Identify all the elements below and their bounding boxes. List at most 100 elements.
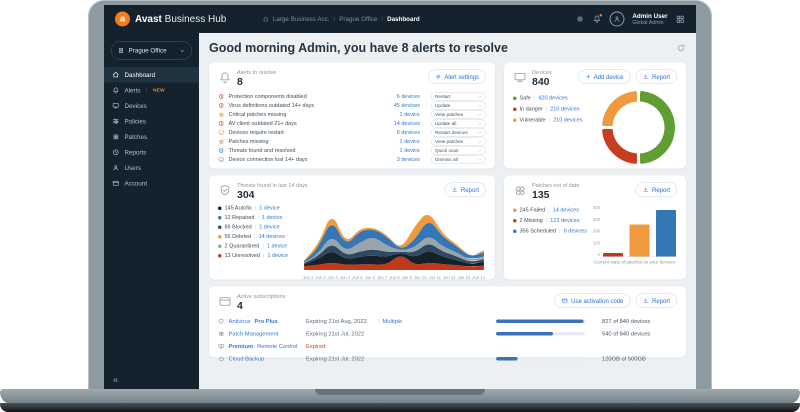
alert-label: Critical patches missing (228, 111, 287, 118)
apps-grid-icon[interactable] (676, 14, 686, 24)
alert-settings-button[interactable]: Alert settings (427, 69, 486, 84)
patches-report-button[interactable]: Report (635, 182, 677, 197)
progress-fill (496, 332, 554, 336)
alert-action-dropdown[interactable]: Update (431, 101, 486, 110)
alert-devices-link[interactable]: 1 device (399, 138, 420, 145)
settings-gear-icon[interactable] (575, 15, 584, 24)
sidebar-item-patches[interactable]: Patches (104, 129, 199, 145)
alert-action-dropdown[interactable]: Restart (431, 92, 486, 101)
legend-devices-link[interactable]: 210 devices (550, 106, 580, 112)
alert-devices-link[interactable]: 14 devices (393, 120, 420, 127)
use-activation-code-button[interactable]: Use activation code (554, 293, 631, 308)
alert-devices-link[interactable]: 1 device (399, 147, 420, 154)
legend-devices-link[interactable]: 1 device (267, 252, 288, 259)
legend-devices-link[interactable]: 1 device (266, 243, 288, 249)
subscriptions-report-button[interactable]: Report (635, 293, 677, 308)
shield-check-icon (218, 147, 225, 154)
breadcrumb-item[interactable]: Large Business Acc. (272, 15, 330, 23)
avast-logo-icon: a (115, 11, 130, 27)
credit-card-icon (218, 295, 232, 309)
legend-label: 245 Failed (519, 207, 546, 213)
subscriptions-count: 4 (237, 300, 243, 312)
patches-bar-chart: 400 300 200 100 0 Current state of patches o… (593, 205, 677, 265)
breadcrumb-item[interactable]: Dashboard (387, 15, 420, 23)
alert-label: Patches missing (228, 138, 269, 145)
user-info[interactable]: Admin User Global Admin (632, 12, 667, 25)
legend-devices-link[interactable]: 14 devices (258, 233, 285, 240)
alert-action-dropdown[interactable]: Dismiss all (431, 155, 486, 164)
legend-devices-link[interactable]: 1 device (259, 224, 280, 230)
alert-action-label: Restart (435, 93, 451, 100)
breadcrumb-separator: / (333, 15, 336, 23)
sidebar-item-users[interactable]: Users (104, 160, 199, 176)
progress-fill (496, 319, 584, 323)
alert-action-dropdown[interactable]: Quick scan (431, 146, 486, 155)
clover-icon (218, 111, 225, 118)
patch-clover-icon (513, 184, 527, 198)
threats-report-button[interactable]: Report (444, 182, 486, 197)
multiple-link[interactable]: Multiple (382, 318, 403, 325)
site-selector[interactable]: Prague Office (111, 41, 192, 60)
progress-fill (496, 357, 518, 361)
sidebar-item-account[interactable]: Account (104, 176, 199, 192)
badge-separator (146, 87, 147, 94)
legend-label: 145 Autofix (224, 205, 252, 211)
legend-separator (257, 215, 259, 220)
devices-report-button[interactable]: Report (635, 69, 677, 84)
alert-action-dropdown[interactable]: Update all (431, 119, 486, 128)
legend-dot-icon (218, 253, 222, 258)
x-axis-tick: Jun 14 (472, 275, 485, 280)
alert-action-dropdown[interactable]: View patches (431, 137, 486, 146)
notifications-icon[interactable] (592, 13, 603, 24)
sidebar-item-alerts[interactable]: Alerts NEW (104, 83, 199, 99)
sidebar-item-devices[interactable]: Devices (104, 98, 199, 114)
alert-action-dropdown[interactable]: Restart devices (431, 128, 486, 137)
sidebar-item-dashboard[interactable]: Dashboard (104, 67, 199, 83)
patches-count: 135 (532, 189, 550, 201)
legend-devices-link[interactable]: 1 device (261, 214, 283, 221)
subscription-name-link[interactable]: Antivirus Pro Plus (218, 318, 306, 325)
legend-devices-link[interactable]: 1 device (259, 205, 280, 211)
alert-devices-link[interactable]: 1 device (399, 111, 420, 118)
user-avatar[interactable] (609, 11, 625, 27)
alerts-card: Alerts to resolve 8 Alert settings (209, 62, 495, 169)
subscription-expiry: Expiring 21st Jul, 2022 (306, 330, 365, 337)
alert-devices-link[interactable]: 6 devices (396, 93, 420, 100)
x-axis-tick: Jun 5 (352, 275, 363, 280)
subscription-name-link[interactable]: Patch Management (218, 331, 306, 338)
subscription-name-link[interactable]: Cloud Backup (218, 356, 306, 363)
alert-devices-link[interactable]: 6 devices (396, 129, 420, 136)
breadcrumb-item[interactable]: Prague Office (339, 15, 378, 23)
chevron-down-icon (478, 148, 483, 153)
legend-separator (559, 228, 561, 234)
x-axis-tick: Jun 13 (457, 275, 471, 280)
home-icon[interactable] (262, 16, 269, 23)
shield-alert-icon (218, 120, 225, 127)
subscription-expiry: Expiring 21st Jul, 2022 (306, 355, 365, 362)
subscription-name-link[interactable]: Premium Remote Control (218, 343, 306, 350)
x-axis-tick: Jun 9 (401, 275, 412, 280)
legend-devices-link[interactable]: 14 devices (552, 207, 579, 213)
legend-devices-link[interactable]: 123 devices (550, 217, 580, 224)
area-series-quarantined (304, 237, 484, 263)
sidebar-item-policies[interactable]: Policies (104, 114, 199, 130)
legend-dot-icon (218, 215, 222, 220)
refresh-icon[interactable] (676, 41, 686, 53)
x-axis-tick: Jun 7 (376, 275, 388, 280)
alert-devices-link[interactable]: 3 devices (396, 156, 420, 163)
laptop-screen: a Avast Business Hub Large Business Acc.… (88, 0, 712, 392)
legend-devices-link[interactable]: 420 devices (538, 95, 568, 101)
sidebar-item-reports[interactable]: Reports (104, 145, 199, 161)
y-axis-tick: 300 (592, 216, 600, 222)
alert-devices-link[interactable]: 45 devices (393, 102, 420, 109)
subscription-usage: 540 of 840 devices (602, 330, 651, 337)
subscription-row: Cloud Backup Expiring 21st Jul, 2022 120GB… (218, 355, 677, 364)
bar-chart-caption: Current state of patches on your devices (594, 259, 675, 265)
legend-devices-link[interactable]: 210 devices (553, 117, 583, 123)
subscription-name-part: Premium (228, 343, 254, 350)
legend-devices-link[interactable]: 6 devices (563, 228, 587, 234)
shield-alert-icon (218, 93, 225, 100)
alert-action-dropdown[interactable]: View patches (431, 110, 486, 119)
add-device-button[interactable]: Add device (578, 69, 631, 84)
sidebar-collapse-button[interactable]: « (113, 374, 119, 385)
